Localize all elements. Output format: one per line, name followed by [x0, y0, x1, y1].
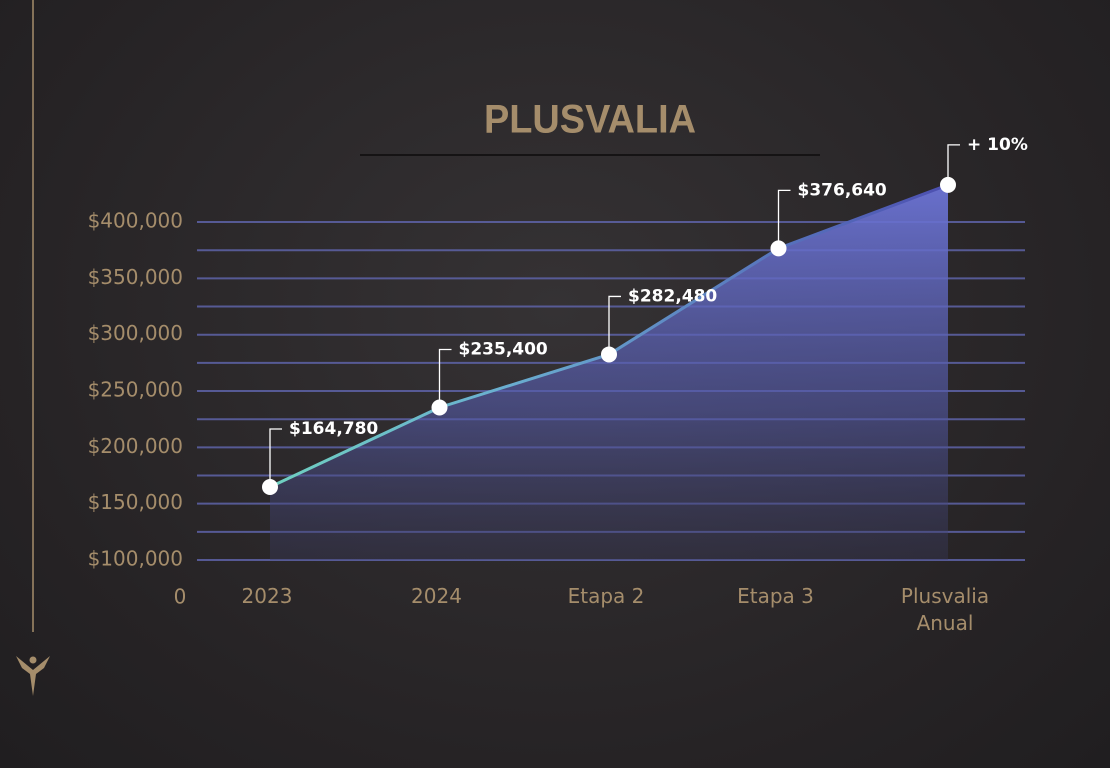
x-tick-label: 2024: [411, 584, 462, 608]
value-label: $164,780: [289, 419, 378, 439]
chart-title: PLUSVALIA: [484, 98, 696, 142]
point: [770, 240, 787, 257]
value-label: $376,640: [798, 180, 887, 200]
value-label: $235,400: [459, 339, 548, 359]
y-tick-label: $200,000: [88, 434, 183, 458]
callout-line: [438, 348, 452, 408]
y-tick-label: $350,000: [88, 265, 183, 289]
callout-line: [947, 144, 960, 185]
y-tick-label: $250,000: [88, 378, 183, 402]
x-tick-label: 2023: [241, 584, 293, 608]
logo: [16, 656, 50, 696]
y-tick-label: $400,000: [88, 209, 183, 233]
y-tick-label: $300,000: [88, 321, 183, 345]
area: [270, 184, 948, 560]
x-tick-label: Etapa 3: [737, 584, 814, 608]
callout-line: [608, 295, 621, 355]
annotation: + 10%: [967, 135, 1028, 155]
point: [431, 399, 448, 416]
y-tick-label: $150,000: [88, 490, 183, 514]
point: [940, 176, 956, 193]
x-tick-label: Etapa 2: [567, 584, 645, 608]
value-label: $282,480: [628, 286, 717, 306]
callout-line: [269, 428, 282, 488]
point: [601, 346, 617, 363]
callout-line: [777, 189, 791, 249]
point: [262, 479, 278, 496]
y-tick-label: $100,000: [88, 547, 183, 571]
origin-label: 0: [174, 585, 187, 609]
x-tick-label: Plusvalia Anual: [900, 584, 990, 635]
